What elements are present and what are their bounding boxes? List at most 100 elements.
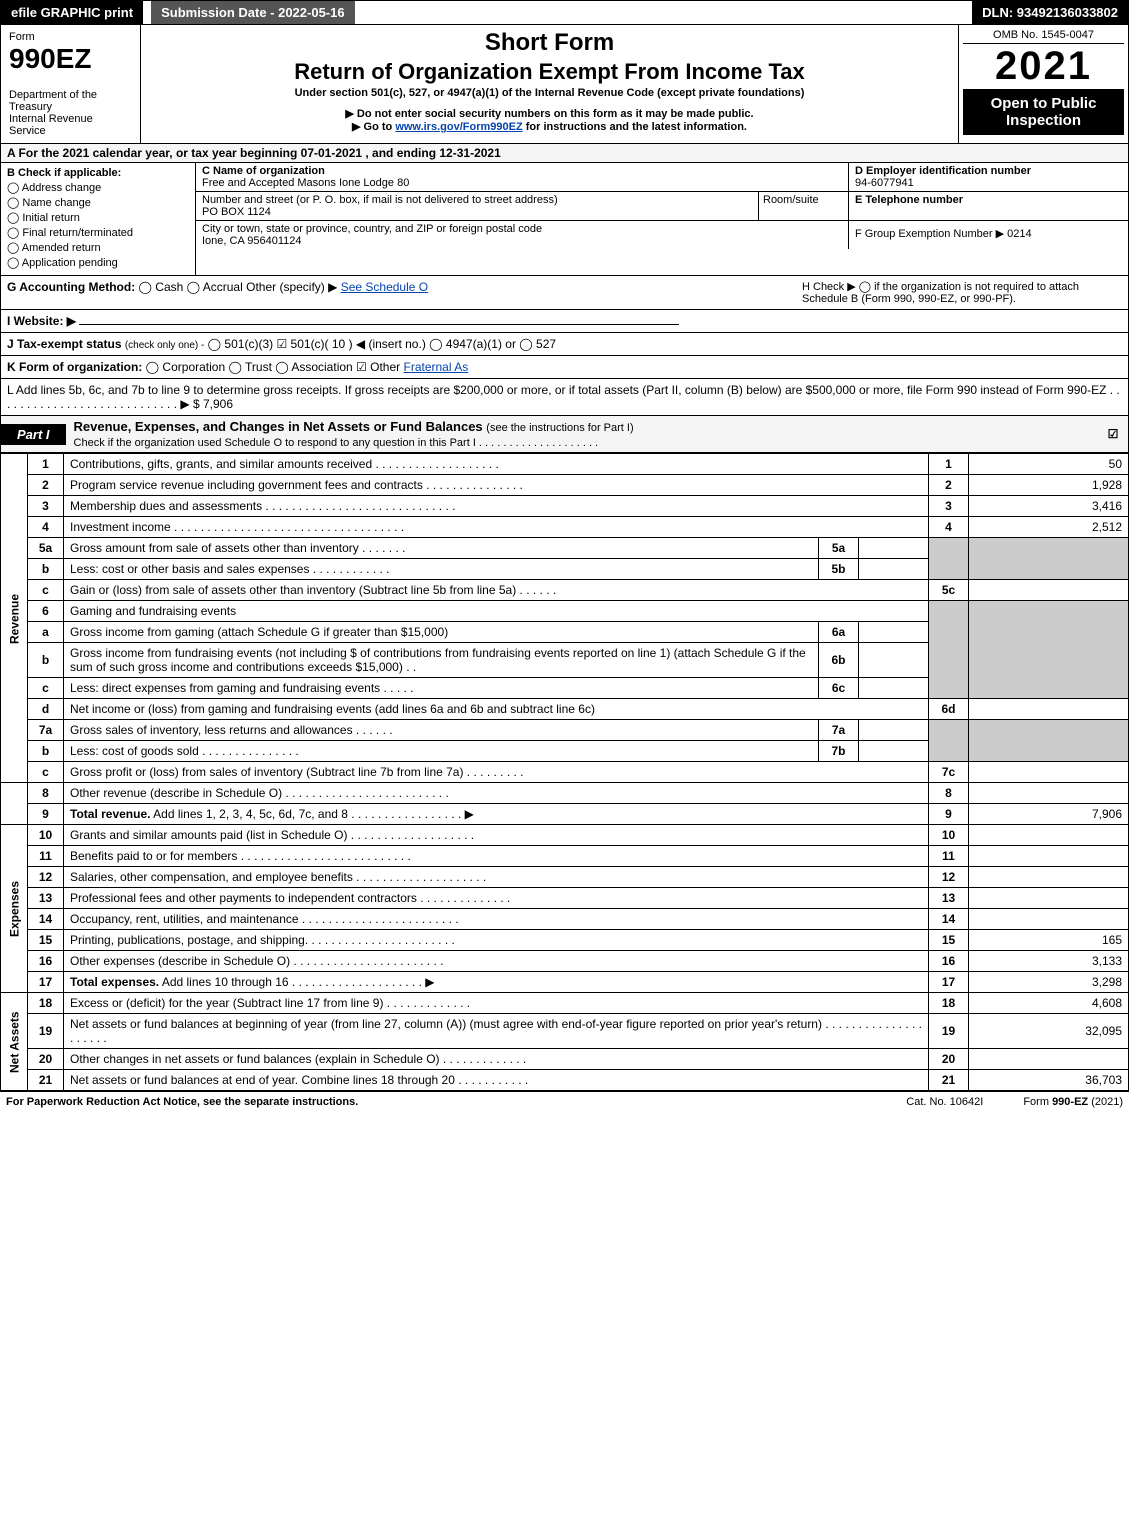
form-main-title: Return of Organization Exempt From Incom… — [149, 59, 950, 85]
line-l: L Add lines 5b, 6c, and 7b to line 9 to … — [0, 379, 1129, 416]
line-3-value: 3,416 — [969, 496, 1129, 517]
line-17-desc: Total expenses. Add lines 10 through 16 … — [64, 972, 929, 993]
form-header: Form 990EZ Department of the Treasury In… — [0, 25, 1129, 144]
line-10-desc: Grants and similar amounts paid (list in… — [64, 825, 929, 846]
city-block: City or town, state or province, country… — [196, 221, 848, 249]
cat-no: Cat. No. 10642I — [906, 1096, 983, 1108]
c-label: C Name of organization — [202, 165, 842, 177]
other-org-link[interactable]: Fraternal As — [404, 360, 469, 374]
line-6d-desc: Net income or (loss) from gaming and fun… — [64, 699, 929, 720]
line-20-desc: Other changes in net assets or fund bala… — [64, 1049, 929, 1070]
line-7c-desc: Gross profit or (loss) from sales of inv… — [64, 762, 929, 783]
street-label: Number and street (or P. O. box, if mail… — [202, 194, 752, 206]
line-gh: G Accounting Method: ◯ Cash ◯ Accrual Ot… — [0, 276, 1129, 310]
line-21-value: 36,703 — [969, 1070, 1129, 1091]
b-header: B Check if applicable: — [7, 167, 189, 179]
irs: Internal Revenue Service — [9, 113, 132, 137]
form-title-block: Short Form Return of Organization Exempt… — [141, 25, 958, 143]
line-a: A For the 2021 calendar year, or tax yea… — [0, 144, 1129, 163]
line-i: I Website: ▶ — [0, 310, 1129, 333]
e-block: E Telephone number — [848, 192, 1128, 220]
street-block: Number and street (or P. O. box, if mail… — [196, 192, 758, 220]
street: PO BOX 1124 — [202, 206, 752, 218]
city-label: City or town, state or province, country… — [202, 223, 842, 235]
form-id-block: Form 990EZ Department of the Treasury In… — [1, 25, 141, 143]
room-suite: Room/suite — [758, 192, 848, 220]
ein: 94-6077941 — [855, 177, 1122, 189]
line-1-desc: Contributions, gifts, grants, and simila… — [64, 454, 929, 475]
check-amended-return[interactable]: ◯ Amended return — [7, 241, 189, 254]
line-4-value: 2,512 — [969, 517, 1129, 538]
line-13-desc: Professional fees and other payments to … — [64, 888, 929, 909]
line-18-desc: Excess or (deficit) for the year (Subtra… — [64, 993, 929, 1014]
page-footer: For Paperwork Reduction Act Notice, see … — [0, 1091, 1129, 1112]
org-name-block: C Name of organization Free and Accepted… — [196, 163, 848, 191]
line-7a-desc: Gross sales of inventory, less returns a… — [64, 720, 819, 741]
e-label: E Telephone number — [855, 194, 1122, 206]
line-19-desc: Net assets or fund balances at beginning… — [64, 1014, 929, 1049]
form-ref: Form 990-EZ (2021) — [1023, 1096, 1123, 1108]
top-bar: efile GRAPHIC print Submission Date - 20… — [0, 0, 1129, 25]
open-to-public: Open to Public Inspection — [963, 89, 1124, 135]
line-8-desc: Other revenue (describe in Schedule O) .… — [64, 783, 929, 804]
check-name-change[interactable]: ◯ Name change — [7, 196, 189, 209]
col-b: B Check if applicable: ◯ Address change … — [1, 163, 196, 275]
form-subtitle: Under section 501(c), 527, or 4947(a)(1)… — [149, 87, 950, 99]
line-11-desc: Benefits paid to or for members . . . . … — [64, 846, 929, 867]
line-15-desc: Printing, publications, postage, and shi… — [64, 930, 929, 951]
line-5b-desc: Less: cost or other basis and sales expe… — [64, 559, 819, 580]
website-input[interactable] — [79, 324, 679, 325]
line-18-value: 4,608 — [969, 993, 1129, 1014]
group-exemption: ▶ 0214 — [996, 228, 1032, 240]
section-bcdef: B Check if applicable: ◯ Address change … — [0, 163, 1129, 276]
f-label: F Group Exemption Number — [855, 228, 993, 240]
part-1-tag: Part I — [1, 424, 66, 445]
line-14-desc: Occupancy, rent, utilities, and maintena… — [64, 909, 929, 930]
part1-schedule-o-check[interactable]: ☑ — [1098, 427, 1128, 441]
line-9-desc: Total revenue. Add lines 1, 2, 3, 4, 5c,… — [64, 804, 929, 825]
line-12-desc: Salaries, other compensation, and employ… — [64, 867, 929, 888]
line-2-desc: Program service revenue including govern… — [64, 475, 929, 496]
short-form-title: Short Form — [149, 29, 950, 57]
ssn-warning: ▶ Do not enter social security numbers o… — [149, 107, 950, 120]
line-4-desc: Investment income . . . . . . . . . . . … — [64, 517, 929, 538]
line-5c-desc: Gain or (loss) from sale of assets other… — [64, 580, 929, 601]
part-1-header: Part I Revenue, Expenses, and Changes in… — [0, 416, 1129, 453]
line-7b-desc: Less: cost of goods sold . . . . . . . .… — [64, 741, 819, 762]
go-to-link-line: ▶ Go to www.irs.gov/Form990EZ for instru… — [149, 120, 950, 133]
line-h: H Check ▶ ◯ if the organization is not r… — [792, 280, 1122, 305]
irs-link[interactable]: www.irs.gov/Form990EZ — [395, 121, 522, 133]
expenses-side-label: Expenses — [1, 825, 28, 993]
check-application-pending[interactable]: ◯ Application pending — [7, 256, 189, 269]
dept-treasury: Department of the Treasury — [9, 89, 132, 113]
dln: DLN: 93492136033802 — [972, 1, 1128, 24]
line-15-value: 165 — [969, 930, 1129, 951]
check-final-return[interactable]: ◯ Final return/terminated — [7, 226, 189, 239]
line-j: J Tax-exempt status (check only one) - ◯… — [0, 333, 1129, 356]
net-assets-side-label: Net Assets — [1, 993, 28, 1091]
line-1-value: 50 — [969, 454, 1129, 475]
omb-number: OMB No. 1545-0047 — [963, 29, 1124, 44]
tax-year: 2021 — [963, 44, 1124, 89]
line-5a-desc: Gross amount from sale of assets other t… — [64, 538, 819, 559]
year-block: OMB No. 1545-0047 2021 Open to Public In… — [958, 25, 1128, 143]
efile-print-button[interactable]: efile GRAPHIC print — [1, 1, 143, 24]
check-initial-return[interactable]: ◯ Initial return — [7, 211, 189, 224]
f-block: F Group Exemption Number ▶ 0214 — [848, 221, 1128, 249]
check-address-change[interactable]: ◯ Address change — [7, 181, 189, 194]
total-expenses: 3,298 — [969, 972, 1129, 993]
d-block: D Employer identification number 94-6077… — [848, 163, 1128, 191]
line-g: G Accounting Method: ◯ Cash ◯ Accrual Ot… — [7, 280, 792, 305]
see-schedule-o-link[interactable]: See Schedule O — [341, 280, 428, 294]
d-label: D Employer identification number — [855, 165, 1122, 177]
line-6-desc: Gaming and fundraising events — [64, 601, 929, 622]
paperwork-notice: For Paperwork Reduction Act Notice, see … — [6, 1096, 358, 1108]
line-21-desc: Net assets or fund balances at end of ye… — [64, 1070, 929, 1091]
line-19-value: 32,095 — [969, 1014, 1129, 1049]
gross-receipts: $ 7,906 — [193, 397, 233, 411]
col-cdef: C Name of organization Free and Accepted… — [196, 163, 1128, 275]
line-6c-desc: Less: direct expenses from gaming and fu… — [64, 678, 819, 699]
org-name: Free and Accepted Masons Ione Lodge 80 — [202, 177, 842, 189]
line-16-value: 3,133 — [969, 951, 1129, 972]
line-6a-desc: Gross income from gaming (attach Schedul… — [64, 622, 819, 643]
